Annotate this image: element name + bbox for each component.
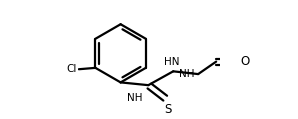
Text: NH: NH (127, 93, 142, 103)
Text: Cl: Cl (66, 64, 77, 74)
Text: HN: HN (164, 57, 180, 67)
Text: S: S (164, 103, 171, 116)
Text: NH: NH (179, 69, 194, 79)
Text: O: O (240, 55, 250, 68)
